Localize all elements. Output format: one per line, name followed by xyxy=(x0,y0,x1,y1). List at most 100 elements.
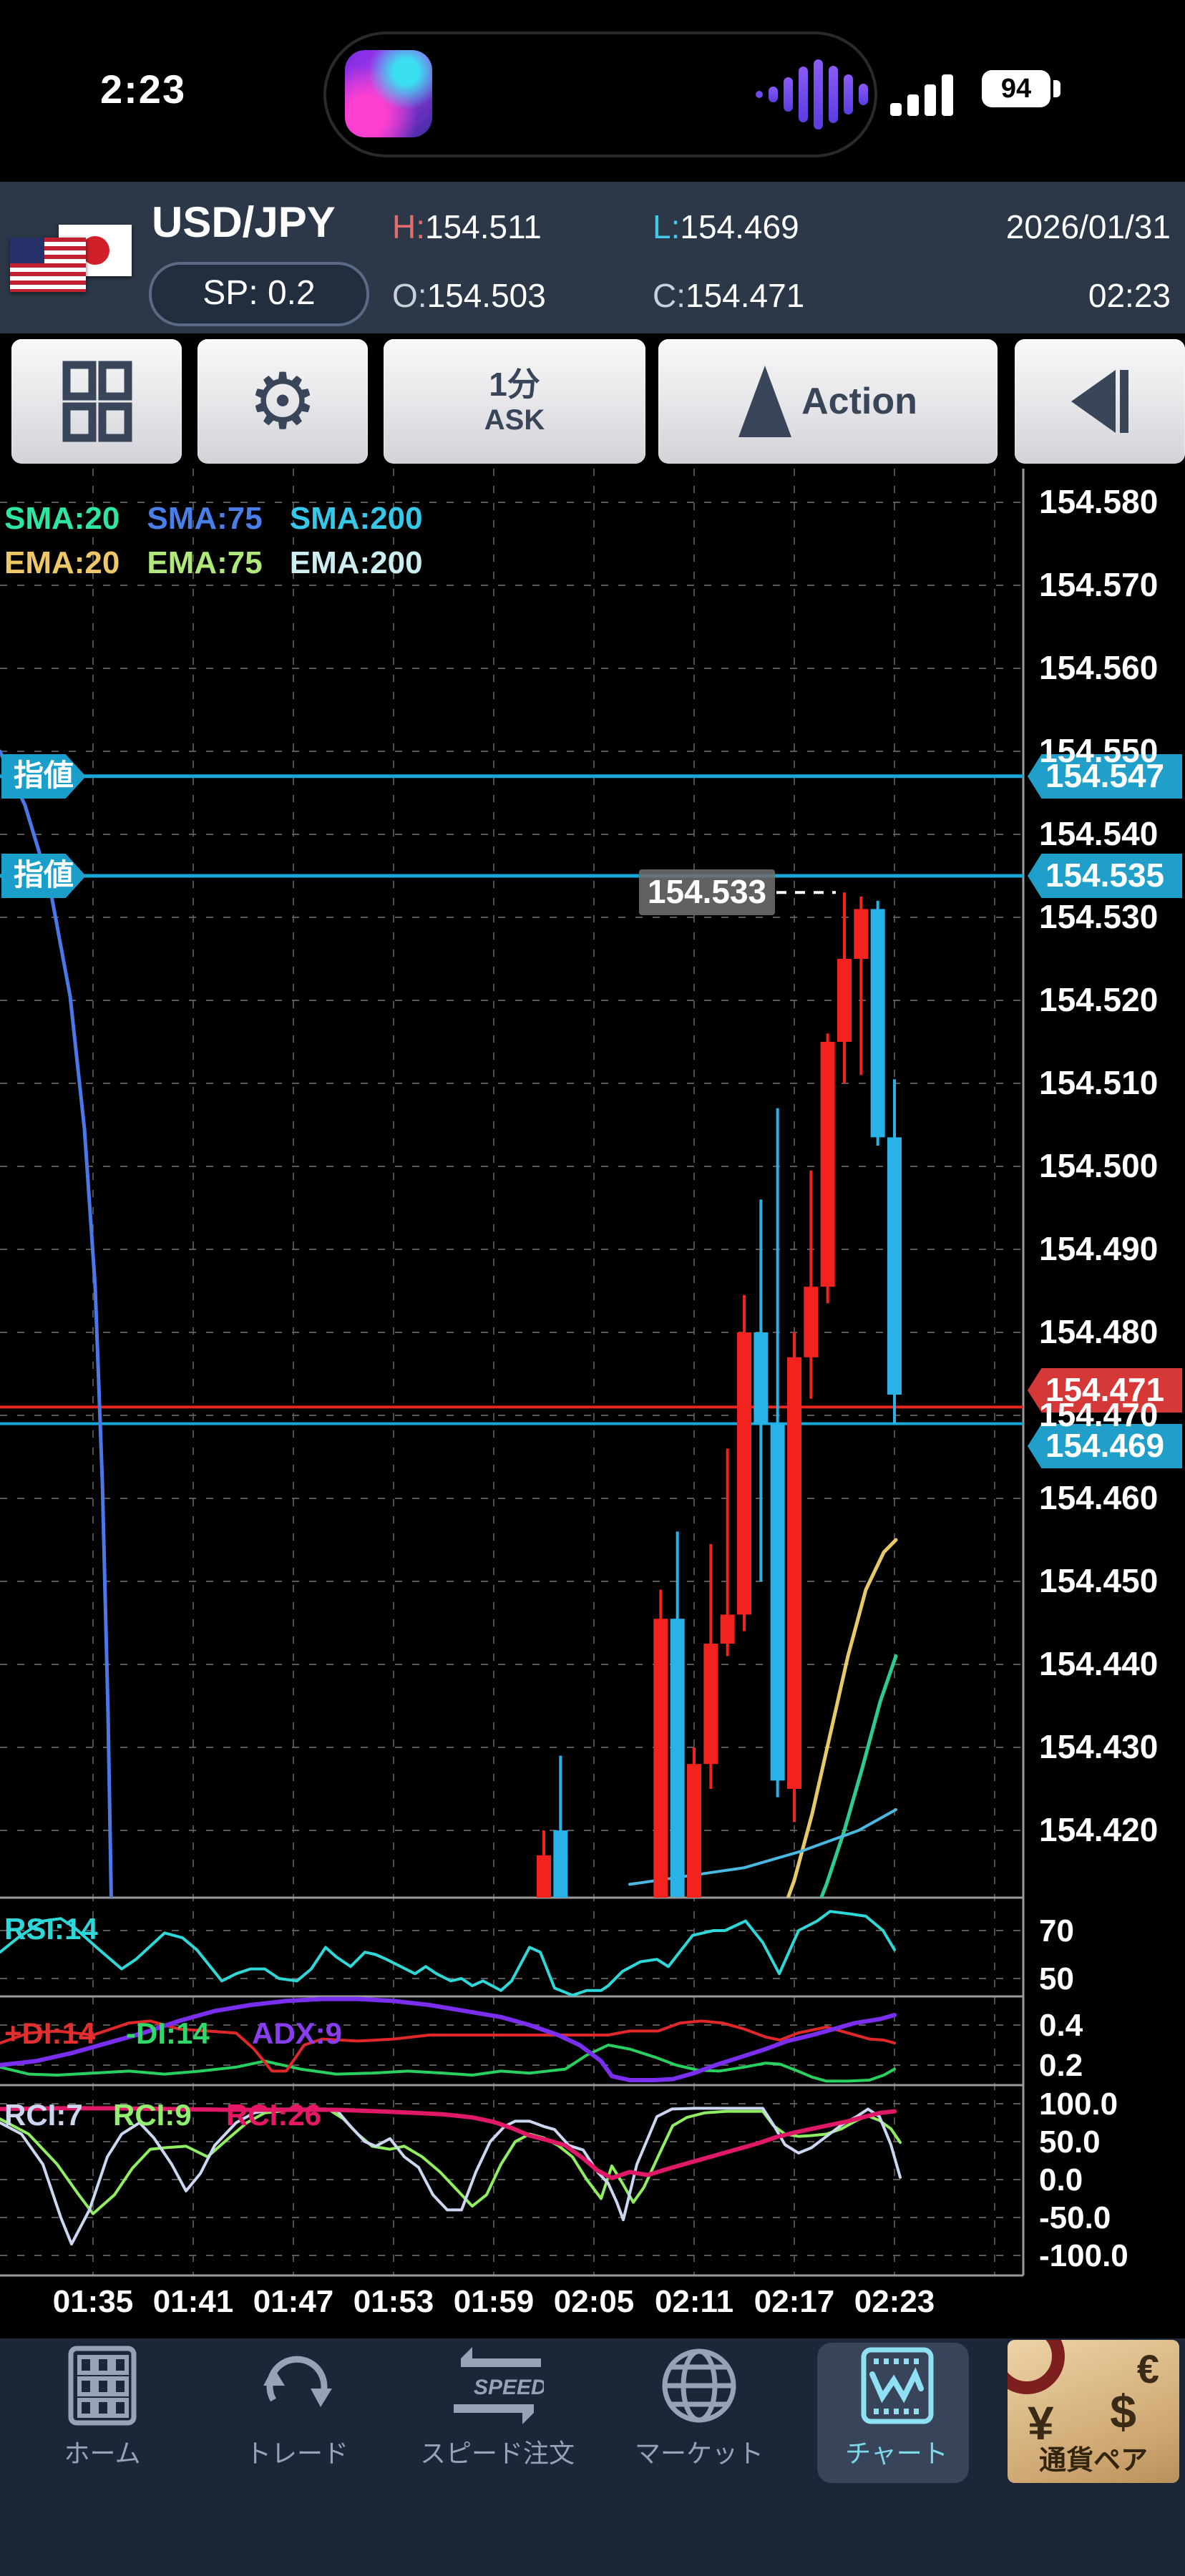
rci-tick: -50.0 xyxy=(1039,2200,1111,2235)
session-high-annotation: 154.533 xyxy=(639,869,775,915)
price-tick: 154.540 xyxy=(1039,815,1159,852)
active-tab-highlight xyxy=(817,2343,969,2483)
time-tick: 01:47 xyxy=(253,2284,334,2319)
price-tick: 154.580 xyxy=(1039,483,1159,520)
currency-pair-title[interactable]: USD/JPY xyxy=(152,198,336,246)
quote-side-label: ASK xyxy=(484,404,545,436)
di-tick: 0.4 xyxy=(1039,2008,1083,2043)
rsi-tick: 70 xyxy=(1039,1913,1074,1948)
price-tick: 154.520 xyxy=(1039,981,1159,1018)
nav-chart-active[interactable]: チャート xyxy=(814,2346,979,2489)
price-tick: 154.490 xyxy=(1039,1230,1159,1267)
legend-entry: EMA:20 xyxy=(4,545,120,580)
quote-time: 02:23 xyxy=(1088,277,1171,314)
legend-entry: SMA:20 xyxy=(4,501,120,536)
home-grid-icon xyxy=(68,2346,137,2426)
us-flag-icon xyxy=(10,238,86,292)
magnifier-icon xyxy=(1008,2340,1065,2394)
price-tick: 154.480 xyxy=(1039,1313,1159,1350)
limit-order-tag[interactable]: 指値 xyxy=(1,754,86,799)
album-art-icon xyxy=(345,50,432,137)
nav-trade[interactable]: トレード xyxy=(215,2346,379,2489)
rci-tick: 50.0 xyxy=(1039,2124,1101,2160)
chart-icon xyxy=(861,2347,934,2424)
price-tick: 154.420 xyxy=(1039,1811,1159,1848)
time-tick: 01:35 xyxy=(52,2284,134,2319)
order-price-tag: 154.547 xyxy=(1028,754,1182,799)
grid-icon xyxy=(62,361,132,442)
svg-text:SPEED: SPEED xyxy=(474,2376,544,2399)
legend-entry: SMA:200 xyxy=(289,501,423,536)
minus-di-label: -DI:14 xyxy=(126,2016,210,2050)
price-lines xyxy=(0,774,1023,1425)
dynamic-island[interactable] xyxy=(323,31,877,157)
time-tick: 01:53 xyxy=(353,2284,434,2319)
open-quote: O:154.503 xyxy=(392,277,546,314)
step-back-icon xyxy=(1071,370,1116,433)
layout-grid-button[interactable] xyxy=(11,339,182,464)
rsi-tick: 50 xyxy=(1039,1961,1074,1996)
low-quote: L:154.469 xyxy=(653,208,799,245)
time-tick: 01:41 xyxy=(152,2284,234,2319)
quote-header: USD/JPY SP: 0.2 H:154.511 L:154.469 2026… xyxy=(0,182,1185,333)
current-price-tag: 154.471 xyxy=(1028,1368,1182,1413)
price-tick: 154.550 xyxy=(1039,732,1159,769)
rci9-label: RCI:9 xyxy=(113,2098,192,2132)
battery-icon: 94 xyxy=(982,70,1050,107)
time-tick: 02:23 xyxy=(854,2284,935,2319)
time-tick: 02:11 xyxy=(654,2284,734,2319)
legend-entry: EMA:75 xyxy=(147,545,263,580)
refresh-arrows-icon xyxy=(263,2356,332,2407)
cellular-signal-icon xyxy=(890,69,969,116)
audio-waveform-icon xyxy=(756,59,870,130)
close-quote: C:154.471 xyxy=(653,277,805,314)
rci7-label: RCI:7 xyxy=(4,2098,83,2132)
pane-borders xyxy=(0,469,1025,2277)
price-tick: 154.570 xyxy=(1039,566,1159,603)
plus-di-label: +DI:14 xyxy=(4,2016,96,2050)
action-triangle-icon xyxy=(738,366,792,437)
rci-tick: 0.0 xyxy=(1039,2162,1083,2197)
rci26-label: RCI:26 xyxy=(226,2098,322,2132)
price-tick: 154.510 xyxy=(1039,1064,1159,1101)
time-tick: 02:05 xyxy=(553,2284,635,2319)
nav-currency-pair[interactable]: € $ ¥ 通貨ペア xyxy=(1008,2340,1179,2483)
price-tick: 154.430 xyxy=(1039,1728,1159,1765)
euro-icon: € xyxy=(1136,2346,1159,2391)
price-tick: 154.530 xyxy=(1039,898,1159,935)
candles xyxy=(537,892,902,1898)
status-time: 2:23 xyxy=(100,67,187,112)
legend-entry: EMA:200 xyxy=(289,545,423,580)
timeframe-label: 1分 xyxy=(489,366,540,403)
dollar-icon: $ xyxy=(1110,2385,1136,2438)
nav-home[interactable]: ホーム xyxy=(20,2346,185,2489)
bottom-nav: ホーム トレード SPEED スピード注文 xyxy=(0,2338,1185,2576)
high-quote: H:154.511 xyxy=(392,208,542,245)
price-tick: 154.470 xyxy=(1039,1396,1159,1433)
price-tick: 154.460 xyxy=(1039,1479,1159,1516)
action-label: Action xyxy=(801,381,917,422)
battery-nub xyxy=(1053,80,1060,97)
settings-button[interactable]: ⚙ xyxy=(198,339,368,464)
time-tick: 02:17 xyxy=(754,2284,835,2319)
nav-market[interactable]: マーケット xyxy=(617,2346,781,2489)
price-tick: 154.440 xyxy=(1039,1645,1159,1682)
sma-legend: SMA:20 SMA:75 SMA:200 xyxy=(4,501,423,537)
speed-icon: SPEED xyxy=(454,2347,544,2424)
ma-lines xyxy=(0,749,898,1898)
grid xyxy=(0,469,1023,2275)
di-tick: 0.2 xyxy=(1039,2048,1083,2083)
step-back-button[interactable] xyxy=(1015,339,1185,464)
time-tick: 01:59 xyxy=(453,2284,535,2319)
quote-date: 2026/01/31 xyxy=(1005,208,1171,245)
low-price-tag: 154.469 xyxy=(1028,1424,1182,1468)
legend-entry: SMA:75 xyxy=(147,501,263,536)
gear-icon: ⚙ xyxy=(248,358,318,444)
limit-order-tag[interactable]: 指値 xyxy=(1,854,86,898)
spread-badge: SP: 0.2 xyxy=(149,262,369,326)
action-button[interactable]: Action xyxy=(658,339,998,464)
adx-label: ADX:9 xyxy=(252,2016,343,2050)
timeframe-button[interactable]: 1分 ASK xyxy=(384,339,645,464)
nav-speed-order[interactable]: SPEED スピード注文 xyxy=(415,2346,580,2489)
